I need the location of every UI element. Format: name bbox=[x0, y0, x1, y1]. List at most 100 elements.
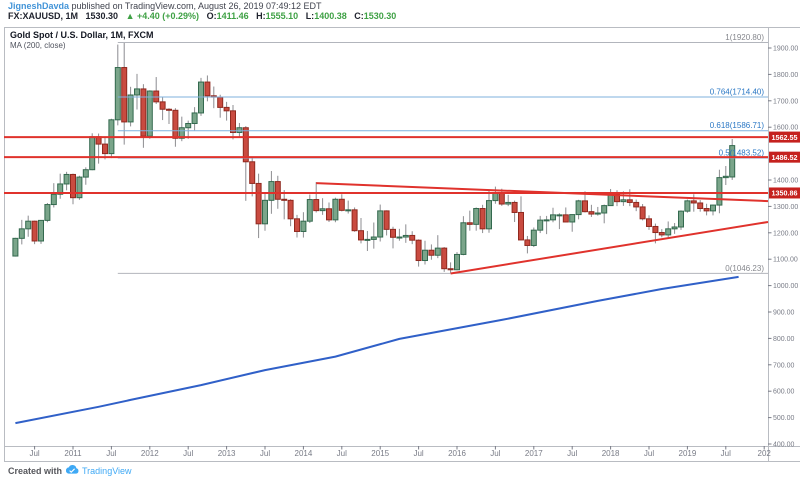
svg-text:1486.52: 1486.52 bbox=[772, 153, 798, 162]
svg-text:Jul: Jul bbox=[260, 449, 270, 458]
candle-down bbox=[409, 231, 416, 245]
candle-up bbox=[89, 133, 96, 171]
price-badges: 1562.55 1486.52 1350.86 bbox=[769, 131, 800, 199]
svg-text:Jul: Jul bbox=[490, 449, 500, 458]
candle-up bbox=[50, 183, 57, 208]
candle-up bbox=[434, 235, 441, 259]
svg-text:Jul: Jul bbox=[29, 449, 39, 458]
svg-text:Jul: Jul bbox=[106, 449, 116, 458]
candle-down bbox=[441, 247, 448, 272]
candle-down bbox=[390, 226, 396, 249]
candle-up bbox=[530, 227, 537, 248]
candle-up bbox=[607, 188, 614, 207]
candle-up bbox=[12, 237, 19, 257]
svg-text:1800.00: 1800.00 bbox=[773, 72, 798, 79]
svg-text:0(1046.23): 0(1046.23) bbox=[725, 264, 764, 273]
candle-down bbox=[121, 42, 128, 145]
candle-up bbox=[543, 215, 550, 235]
candle-down bbox=[703, 203, 710, 216]
candle-up bbox=[710, 204, 716, 216]
support-resistance-lines bbox=[4, 136, 768, 194]
candle-down bbox=[242, 126, 249, 201]
candle-up bbox=[492, 186, 499, 204]
symbol-ohlc-line: FX:XAUUSD, 1M 1530.30 ▲ +4.40 (+0.29%) O… bbox=[8, 11, 396, 21]
last-price: 1530.30 bbox=[85, 11, 119, 21]
candle-up bbox=[550, 207, 556, 223]
tradingview-logo-icon bbox=[65, 465, 79, 476]
tradingview-brand-link[interactable]: TradingView bbox=[82, 465, 132, 476]
svg-text:2019: 2019 bbox=[679, 449, 697, 458]
time-axis[interactable]: Jul 2011 Jul 2012 Jul 2013 Jul 2014 Jul 2015 Jul 20… bbox=[29, 446, 771, 458]
candle-down bbox=[562, 207, 569, 223]
svg-text:0.618(1586.71): 0.618(1586.71) bbox=[710, 121, 765, 130]
price-axis[interactable]: 1900.00 1800.00 1700.00 1600.00 1400.00 1300.… bbox=[768, 46, 798, 449]
candle-up bbox=[18, 219, 25, 245]
chart-frame bbox=[4, 27, 800, 462]
candle-down bbox=[230, 105, 236, 140]
candle-up bbox=[665, 221, 672, 238]
descending-resistance[interactable] bbox=[316, 182, 769, 203]
open-value: 1411.46 bbox=[216, 11, 249, 21]
svg-text:2017: 2017 bbox=[525, 449, 543, 458]
publish-text: published on TradingView.com, August 26,… bbox=[69, 1, 322, 11]
candle-up bbox=[722, 166, 729, 186]
candle-up bbox=[319, 198, 326, 215]
candle-down bbox=[428, 244, 435, 260]
svg-text:Jul: Jul bbox=[644, 449, 654, 458]
fib-level: 0.618(1586.71) bbox=[117, 121, 768, 132]
candle-down bbox=[633, 199, 640, 212]
candle-down bbox=[479, 204, 486, 234]
price-badge: 1562.55 bbox=[769, 131, 800, 143]
candle-down bbox=[518, 196, 524, 241]
candle-down bbox=[524, 235, 531, 254]
candle-up bbox=[729, 139, 736, 180]
candle-down bbox=[159, 97, 166, 121]
candle-down bbox=[351, 207, 358, 232]
fib-level: 0.764(1714.40) bbox=[117, 87, 768, 98]
candles-layer bbox=[12, 42, 736, 274]
candle-up bbox=[678, 210, 684, 230]
svg-text:1200.00: 1200.00 bbox=[773, 230, 798, 237]
svg-text:Jul: Jul bbox=[721, 449, 731, 458]
candle-up bbox=[44, 202, 51, 223]
svg-text:400.00: 400.00 bbox=[773, 442, 795, 449]
high-value: 1555.10 bbox=[265, 11, 299, 21]
candle-up bbox=[537, 215, 544, 234]
candle-up bbox=[601, 204, 608, 224]
ascending-support[interactable] bbox=[450, 220, 769, 275]
close-label: C: bbox=[354, 11, 364, 21]
candle-down bbox=[166, 108, 172, 125]
svg-text:700.00: 700.00 bbox=[773, 362, 795, 369]
candle-down bbox=[658, 229, 665, 238]
svg-text:1700.00: 1700.00 bbox=[773, 98, 798, 105]
candle-down bbox=[153, 77, 160, 104]
fib-level: 0(1046.23) bbox=[117, 264, 768, 274]
candle-up bbox=[473, 207, 480, 231]
candle-down bbox=[255, 173, 262, 239]
candle-up bbox=[575, 199, 582, 220]
svg-text:Jul: Jul bbox=[183, 449, 193, 458]
candle-up bbox=[82, 167, 89, 185]
candle-up bbox=[332, 197, 339, 223]
svg-text:900.00: 900.00 bbox=[773, 310, 795, 317]
candle-down bbox=[249, 156, 256, 197]
chart-legend-symbol: Gold Spot / U.S. Dollar, 1M, FXCM bbox=[10, 30, 154, 40]
svg-text:2015: 2015 bbox=[371, 449, 389, 458]
candle-down bbox=[582, 191, 588, 213]
candle-up bbox=[486, 190, 492, 233]
candle-down bbox=[415, 239, 422, 267]
candle-up bbox=[671, 223, 678, 234]
svg-text:1100.00: 1100.00 bbox=[773, 257, 798, 264]
candle-down bbox=[140, 84, 147, 148]
candle-up bbox=[114, 44, 121, 126]
svg-text:2014: 2014 bbox=[295, 449, 313, 458]
svg-text:Jul: Jul bbox=[413, 449, 423, 458]
username-link[interactable]: JigneshDavda bbox=[8, 1, 70, 11]
svg-text:0.5(1483.52): 0.5(1483.52) bbox=[719, 148, 765, 157]
candle-up bbox=[716, 169, 723, 214]
candle-down bbox=[646, 215, 652, 230]
svg-text:202: 202 bbox=[758, 449, 772, 458]
candle-down bbox=[217, 94, 224, 118]
svg-text:1300.00: 1300.00 bbox=[773, 204, 798, 211]
